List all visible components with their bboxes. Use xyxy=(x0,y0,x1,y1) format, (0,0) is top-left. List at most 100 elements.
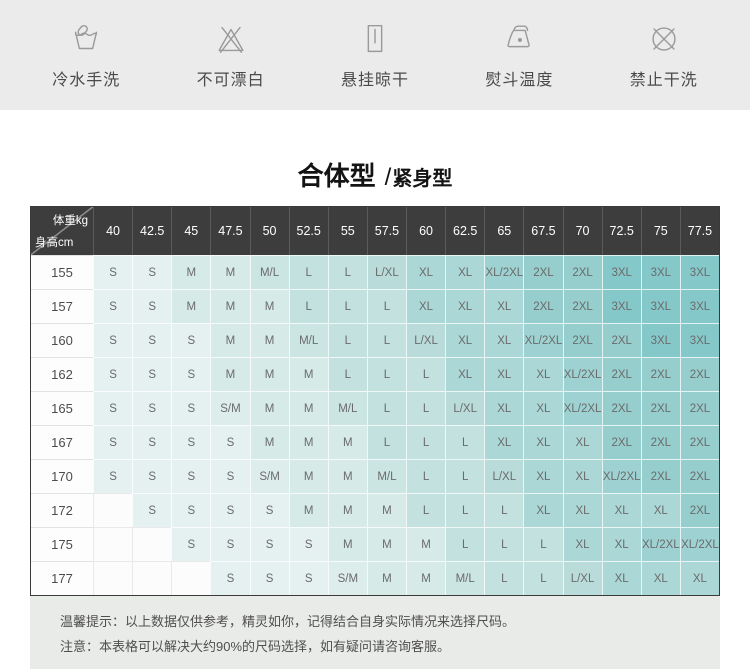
size-cell: S xyxy=(132,391,172,425)
size-cell: M xyxy=(210,289,250,323)
size-cell-empty xyxy=(132,561,172,595)
size-cell: XL xyxy=(445,255,485,289)
size-cell: M xyxy=(366,493,406,527)
height-row-header: 175 xyxy=(31,527,93,561)
weight-column-header: 62.5 xyxy=(445,207,485,255)
size-cell: L xyxy=(406,493,446,527)
size-cell: M xyxy=(327,493,367,527)
size-cell: M xyxy=(406,527,446,561)
size-cell: S xyxy=(171,425,211,459)
size-cell: M xyxy=(249,289,289,323)
size-cell: S xyxy=(132,459,172,493)
weight-column-header: 40 xyxy=(93,207,133,255)
size-cell: L/XL xyxy=(445,391,485,425)
size-cell: L xyxy=(327,357,367,391)
size-cell: M xyxy=(288,459,328,493)
size-cell: L xyxy=(484,527,524,561)
size-cell: 2XL xyxy=(562,255,602,289)
size-cell: 2XL xyxy=(640,357,680,391)
weight-column-header: 47.5 xyxy=(210,207,250,255)
size-cell: M xyxy=(327,527,367,561)
size-cell: XL xyxy=(562,459,602,493)
size-cell: L/XL xyxy=(484,459,524,493)
height-row-header: 167 xyxy=(31,425,93,459)
hang-dry-icon xyxy=(367,24,383,53)
weight-column-header: 65 xyxy=(484,207,524,255)
size-cell: S xyxy=(288,561,328,595)
size-cell: L xyxy=(288,255,328,289)
care-label: 不可漂白 xyxy=(196,72,265,89)
height-row-header: 177 xyxy=(31,561,93,595)
care-instructions-band: 冷水手洗 不可漂白 悬挂晾干 熨斗温度 禁止干洗 xyxy=(0,0,750,110)
size-cell: S xyxy=(132,357,172,391)
size-cell: S xyxy=(249,527,289,561)
size-cell: L xyxy=(523,561,563,595)
size-cell: S xyxy=(210,527,250,561)
size-cell: L xyxy=(445,425,485,459)
height-row-header: 162 xyxy=(31,357,93,391)
size-cell: L xyxy=(445,459,485,493)
height-row-header: 172 xyxy=(31,493,93,527)
note-tip: 温馨提示：以上数据仅供参考，精灵如你，记得结合自身实际情况来选择尺码。 xyxy=(60,614,516,629)
size-cell: S xyxy=(210,561,250,595)
title-slash: / xyxy=(384,164,392,191)
size-cell: L xyxy=(484,561,524,595)
size-cell: S xyxy=(93,425,133,459)
size-cell: 3XL xyxy=(640,289,680,323)
size-cell: L xyxy=(366,289,406,323)
size-cell-empty xyxy=(93,527,133,561)
size-cell: S xyxy=(132,289,172,323)
no-dryclean-icon xyxy=(652,27,676,51)
care-label: 禁止干洗 xyxy=(629,72,698,89)
size-cell: M xyxy=(288,425,328,459)
size-cell: S xyxy=(93,357,133,391)
size-cell: S xyxy=(93,255,133,289)
size-cell-empty xyxy=(93,493,133,527)
size-cell: L xyxy=(406,391,446,425)
size-cell: 2XL xyxy=(523,289,563,323)
size-cell: M xyxy=(406,561,446,595)
size-cell: M/L xyxy=(288,323,328,357)
size-cell: XL xyxy=(484,425,524,459)
size-cell: L xyxy=(484,493,524,527)
weight-column-header: 77.5 xyxy=(679,207,719,255)
size-cell: S xyxy=(132,493,172,527)
size-cell: M xyxy=(171,255,211,289)
size-cell: L xyxy=(366,357,406,391)
size-cell: M/L xyxy=(249,255,289,289)
size-cell: 3XL xyxy=(679,255,719,289)
care-label: 熨斗温度 xyxy=(485,72,554,89)
size-cell: XL xyxy=(562,493,602,527)
size-cell: XL xyxy=(523,493,563,527)
size-cell: M xyxy=(171,289,211,323)
size-cell: XL/2XL xyxy=(601,459,641,493)
height-row-header: 160 xyxy=(31,323,93,357)
size-cell: XL/2XL xyxy=(523,323,563,357)
weight-column-header: 60 xyxy=(406,207,446,255)
size-cell: M/L xyxy=(366,459,406,493)
size-cell: 2XL xyxy=(679,357,719,391)
size-cell: S xyxy=(171,527,211,561)
size-cell: S xyxy=(249,493,289,527)
size-cell: 2XL xyxy=(640,391,680,425)
size-cell: M xyxy=(249,323,289,357)
size-cell: XL xyxy=(562,425,602,459)
size-cell: 2XL xyxy=(601,357,641,391)
size-cell: 2XL xyxy=(601,425,641,459)
weight-column-header: 57.5 xyxy=(366,207,406,255)
care-item-iron: 熨斗温度 xyxy=(485,20,553,90)
size-cell: M xyxy=(366,527,406,561)
size-cell: S/M xyxy=(249,459,289,493)
size-cell: XL/2XL xyxy=(679,527,719,561)
size-cell: 2XL xyxy=(640,425,680,459)
size-cell: L xyxy=(406,357,446,391)
size-cell: M xyxy=(288,391,328,425)
size-cell: L xyxy=(366,323,406,357)
corner-height-label: 身高cm xyxy=(35,237,74,249)
size-cell: 2XL xyxy=(640,459,680,493)
size-cell: M xyxy=(210,323,250,357)
size-cell: XL xyxy=(601,493,641,527)
size-cell: XL xyxy=(601,527,641,561)
size-cell: S xyxy=(93,323,133,357)
size-cell: L/XL xyxy=(366,255,406,289)
